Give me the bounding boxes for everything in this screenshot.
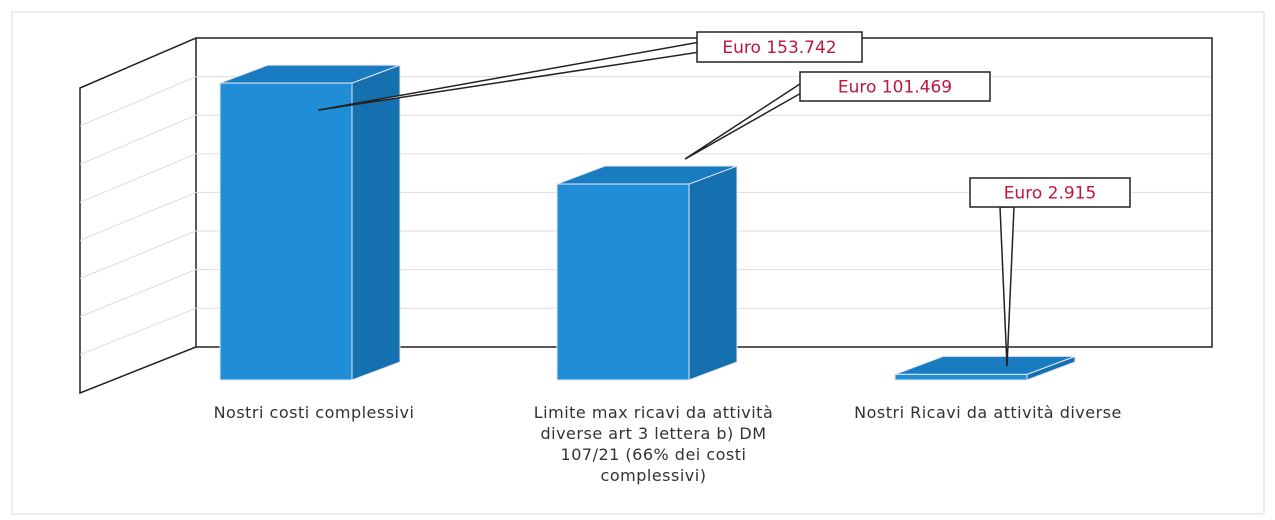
- value-label: Euro 153.742: [722, 38, 836, 58]
- bar-side: [688, 165, 738, 381]
- grid-line: [79, 191, 197, 241]
- callout-box: [969, 177, 1131, 208]
- callout-box: [696, 31, 863, 63]
- grid-line: [79, 153, 197, 203]
- callout-box: [799, 71, 991, 102]
- grid-line: [79, 307, 197, 356]
- category-label: Nostri Ricavi da attività diverse: [854, 403, 1122, 422]
- frame: [11, 11, 1265, 515]
- bar: [219, 64, 401, 381]
- grid-line: [79, 230, 197, 279]
- value-label: Euro 101.469: [838, 78, 952, 98]
- callout-pointer: [999, 206, 1015, 367]
- callout-pointer: [684, 80, 804, 160]
- category-label: Limite max ricavi da attività diverse ar…: [533, 403, 774, 485]
- grid-line: [79, 269, 197, 318]
- category-label: Nostri costi complessivi: [213, 403, 415, 422]
- grid-line: [79, 76, 197, 127]
- bar-front: [894, 373, 1028, 381]
- bar-side: [351, 64, 401, 381]
- bar-front: [556, 183, 690, 381]
- grid-line: [79, 114, 197, 165]
- bar-front: [219, 82, 353, 381]
- bar: [556, 165, 738, 381]
- side-wall: [79, 36, 197, 395]
- value-label: Euro 2.915: [1004, 184, 1097, 204]
- bar: [894, 355, 1076, 381]
